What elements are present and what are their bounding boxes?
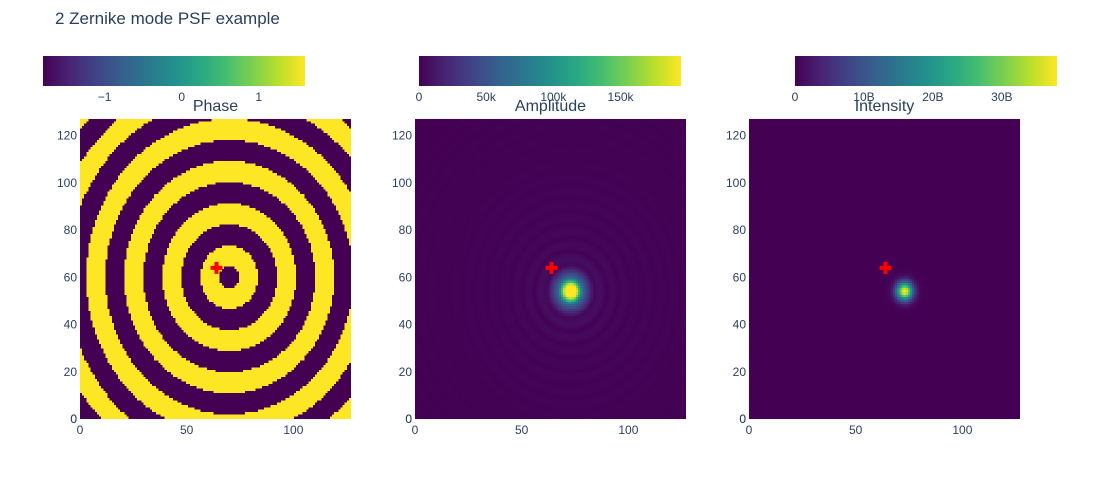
- y-tick-label: 80: [399, 223, 413, 237]
- y-tick-label: 120: [726, 129, 746, 143]
- subplot-title: Amplitude: [515, 98, 586, 115]
- colorbar-tick-label: −1: [98, 90, 112, 104]
- y-tick-label: 40: [399, 318, 413, 332]
- center-marker: [210, 261, 223, 274]
- subplot-title: Phase: [193, 98, 238, 115]
- y-tick-label: 0: [70, 412, 77, 426]
- y-tick-label: 40: [64, 318, 78, 332]
- subplot-title: Intensity: [855, 98, 915, 115]
- colorbar-tick-label: 0: [178, 90, 185, 104]
- x-tick-label: 0: [77, 423, 84, 437]
- center-marker: [879, 261, 892, 274]
- x-tick-label: 0: [412, 423, 419, 437]
- y-tick-label: 80: [733, 223, 747, 237]
- y-tick-label: 0: [739, 412, 746, 426]
- colorbar: [419, 56, 681, 86]
- y-tick-label: 20: [733, 365, 747, 379]
- x-tick-label: 50: [180, 423, 194, 437]
- x-tick-label: 100: [283, 423, 303, 437]
- y-tick-label: 100: [392, 176, 412, 190]
- y-tick-label: 0: [70, 412, 77, 426]
- x-tick-label: 50: [849, 423, 863, 437]
- x-tick-label: 50: [515, 423, 529, 437]
- colorbar: [795, 56, 1057, 86]
- colorbar-tick-label: 30B: [991, 90, 1012, 104]
- colorbar-tick-label: 10B: [853, 90, 874, 104]
- y-tick-label: 120: [392, 129, 412, 143]
- y-tick-label: 60: [64, 270, 78, 284]
- y-tick-label: 0: [739, 412, 746, 426]
- y-tick-label: 120: [57, 129, 77, 143]
- y-tick-label: 60: [733, 270, 747, 284]
- x-tick-label: 100: [952, 423, 972, 437]
- colorbar-tick-label: 1: [255, 90, 262, 104]
- y-tick-label: 40: [733, 318, 747, 332]
- y-tick-label: 0: [405, 412, 412, 426]
- y-tick-label: 0: [405, 412, 412, 426]
- y-tick-label: 20: [64, 365, 78, 379]
- y-tick-label: 100: [726, 176, 746, 190]
- colorbar: [43, 56, 305, 86]
- colorbar-tick-label: 0: [792, 90, 799, 104]
- y-tick-label: 80: [64, 223, 78, 237]
- colorbar-tick-label: 50k: [476, 90, 496, 104]
- colorbar-tick-label: 100k: [540, 90, 567, 104]
- y-tick-label: 100: [57, 176, 77, 190]
- x-tick-label: 100: [618, 423, 638, 437]
- figure-title: 2 Zernike mode PSF example: [55, 9, 280, 28]
- colorbar-tick-label: 20B: [922, 90, 943, 104]
- colorbar-tick-label: 0: [416, 90, 423, 104]
- x-tick-label: 0: [746, 423, 753, 437]
- y-tick-label: 20: [399, 365, 413, 379]
- y-tick-label: 60: [399, 270, 413, 284]
- colorbar-tick-label: 150k: [608, 90, 635, 104]
- center-marker: [545, 261, 558, 274]
